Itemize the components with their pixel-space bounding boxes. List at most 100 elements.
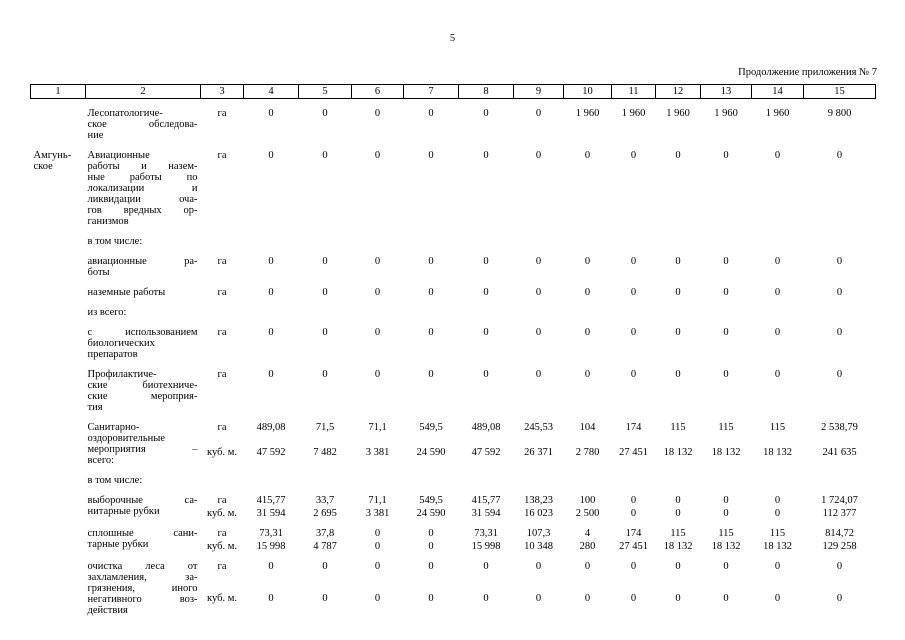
value-cell: 0 <box>428 369 434 380</box>
value-cell <box>459 298 514 318</box>
value-cell: 814,72 <box>825 528 854 539</box>
value-cell: 0 <box>535 561 542 572</box>
unit-cell <box>201 298 244 318</box>
value-cell: 0 <box>374 561 381 572</box>
label-text: в том числе: <box>87 475 143 486</box>
value-cell <box>752 298 804 318</box>
value-cell: 138,23 <box>524 495 553 506</box>
value-cell: 0 <box>584 592 591 604</box>
column-number: 1 <box>30 84 86 99</box>
unit-cell: га <box>217 287 227 298</box>
table-row-group: Амгунь-ское Авиационные работы и назем-ные… <box>31 141 876 227</box>
value-cell: 18 132 <box>711 541 741 552</box>
value-cell: 0 <box>322 327 328 338</box>
appendix-table: 1 2 3 4 5 6 7 8 9 10 11 12 13 14 15 Лесопатологиче-ско… <box>30 84 876 616</box>
value-cell: 0 <box>630 287 637 298</box>
value-cell <box>752 466 804 486</box>
value-cell: 0 <box>675 592 681 604</box>
value-cell <box>701 466 752 486</box>
value-cell: 0 <box>535 592 542 604</box>
page-number: 5 <box>449 33 456 44</box>
value-cell: 112 377 <box>822 508 857 519</box>
value-cell: 0 <box>268 561 274 572</box>
value-cell <box>701 298 752 318</box>
table-row: в том числе: <box>31 227 876 247</box>
value-cell <box>564 298 612 318</box>
value-cell <box>514 227 564 247</box>
unit-cell: га <box>217 256 227 267</box>
value-cell: 0 <box>630 150 637 161</box>
forestry-name-cell <box>31 552 86 616</box>
value-cell: 0 <box>428 287 434 298</box>
unit-cell: куб. м. <box>207 508 237 519</box>
value-cell: 0 <box>723 256 729 267</box>
value-cell: 0 <box>428 528 434 539</box>
table-row-group: Санитарно-оздоровительные мероприятия – вс… <box>31 413 876 466</box>
value-cell: 31 594 <box>256 508 286 519</box>
value-cell: 0 <box>630 508 637 519</box>
unit-cell <box>201 227 244 247</box>
table-row: куб. м. 15 998 4 787 0 0 15 998 10 348 280 27 45… <box>31 539 876 552</box>
value-cell: 0 <box>630 495 637 506</box>
value-cell: 0 <box>723 592 729 604</box>
value-cell: 3 381 <box>365 447 390 459</box>
value-cell: 1 960 <box>666 108 690 119</box>
value-cell: 73,31 <box>259 528 283 539</box>
table-row-group: в том числе: <box>31 227 876 247</box>
value-cell: 415,77 <box>256 495 286 506</box>
forestry-name-cell <box>31 466 86 486</box>
value-cell: 0 <box>836 561 843 572</box>
value-cell: 0 <box>584 287 591 298</box>
value-cell: 18 132 <box>711 447 741 459</box>
value-cell: 0 <box>535 369 542 380</box>
value-cell: 0 <box>268 256 274 267</box>
table-row: Профилактиче-ские биотехниче-ские меропр… <box>31 360 876 413</box>
value-cell: 71,5 <box>315 422 335 433</box>
unit-cell: га <box>217 422 227 433</box>
value-cell: 18 132 <box>763 447 792 459</box>
value-cell: 24 590 <box>416 447 446 459</box>
value-cell: 47 592 <box>256 447 286 459</box>
unit-cell: куб. м. <box>207 541 237 552</box>
table-row: Амгунь-ское Авиационные работы и назем-ные… <box>31 141 876 227</box>
value-cell: 0 <box>836 287 843 298</box>
table-row-group: очистка леса от захламления, за-грязнения… <box>31 552 876 616</box>
value-cell <box>656 227 701 247</box>
table-row: из всего: <box>31 298 876 318</box>
value-cell <box>612 298 656 318</box>
value-cell: 0 <box>322 287 328 298</box>
table-row-group: авиационные ра-боты га 0 0 0 0 0 0 0 0 0 0 0 0 <box>31 247 876 278</box>
value-cell: 0 <box>723 287 729 298</box>
value-cell: 0 <box>483 256 489 267</box>
value-cell: 104 <box>579 422 596 433</box>
value-cell: 0 <box>836 592 843 604</box>
unit-cell: га <box>217 108 227 119</box>
value-cell: 0 <box>774 508 781 519</box>
unit-cell: га <box>217 528 227 539</box>
column-number: 10 <box>563 84 612 99</box>
value-cell: 0 <box>322 150 328 161</box>
value-cell: 1 724,07 <box>821 495 858 506</box>
value-cell: 0 <box>535 327 542 338</box>
value-cell: 0 <box>723 327 729 338</box>
activity-label-cell: Санитарно-оздоровительные мероприятия – вс… <box>86 413 201 466</box>
table-row: авиационные ра-боты га 0 0 0 0 0 0 0 0 0 0 0 0 <box>31 247 876 278</box>
value-cell: 0 <box>774 287 781 298</box>
value-cell: 0 <box>428 592 434 604</box>
value-cell <box>244 227 299 247</box>
value-cell: 489,08 <box>256 422 286 433</box>
value-cell: 0 <box>428 541 434 552</box>
column-number: 3 <box>200 84 244 99</box>
column-number: 4 <box>243 84 299 99</box>
value-cell <box>656 298 701 318</box>
value-cell: 18 132 <box>763 541 792 552</box>
label-text: наземные работы <box>87 287 166 298</box>
value-cell: 15 998 <box>256 541 286 552</box>
value-cell: 0 <box>483 369 489 380</box>
unit-cell: га <box>217 561 227 572</box>
value-cell: 2 780 <box>575 447 600 459</box>
value-cell: 0 <box>268 108 274 119</box>
value-cell: 115 <box>718 422 734 433</box>
value-cell: 0 <box>723 369 729 380</box>
table-row: выборочные са-нитарные рубки га 415,77 33,7… <box>31 486 876 517</box>
